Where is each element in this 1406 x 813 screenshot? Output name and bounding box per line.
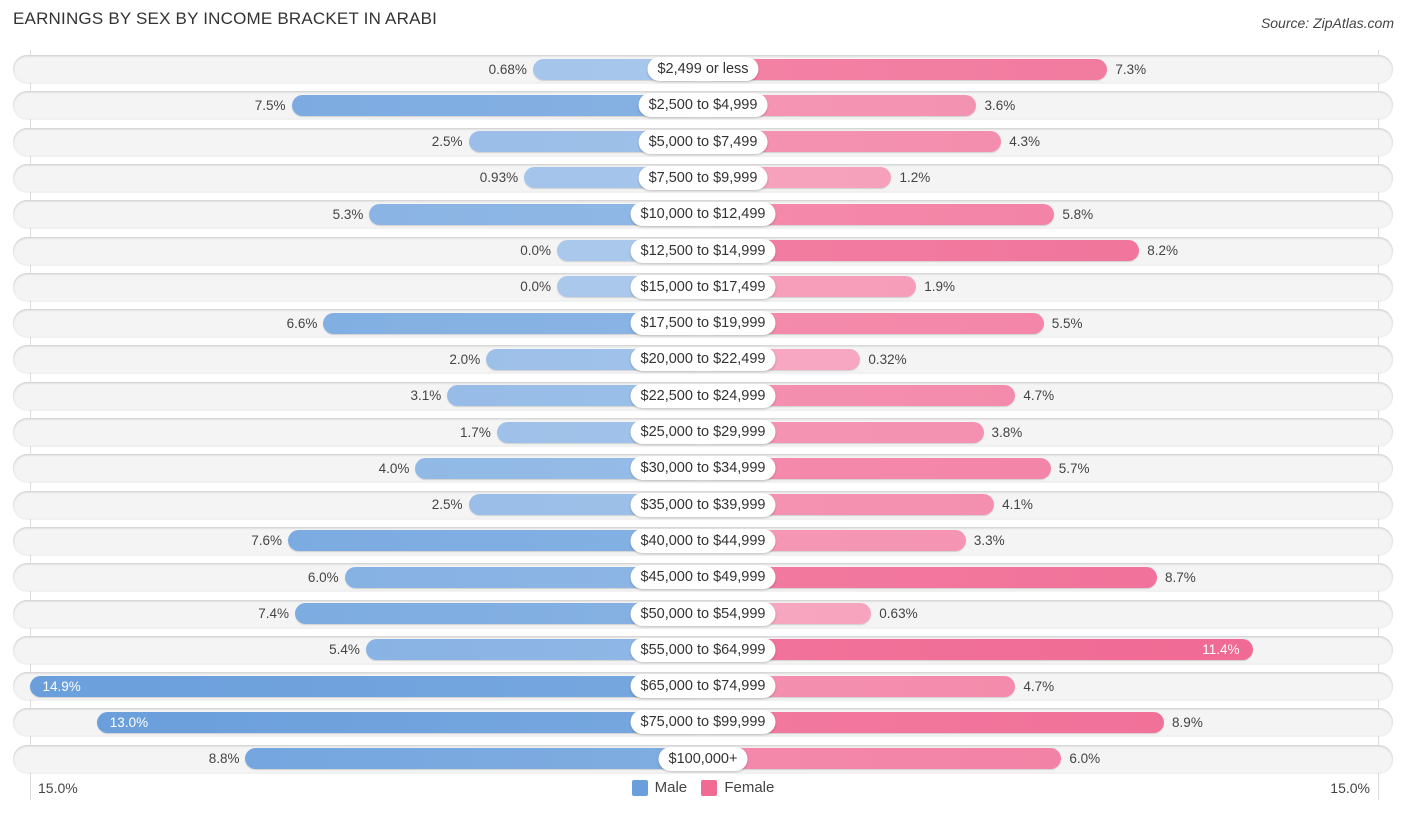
female-bar[interactable]	[703, 312, 1044, 334]
male-bar[interactable]	[287, 530, 703, 552]
category-label: $30,000 to $34,999	[630, 456, 776, 481]
category-label: $20,000 to $22,499	[630, 347, 776, 372]
male-bar[interactable]	[245, 748, 703, 770]
male-value-label: 0.0%	[520, 279, 551, 295]
male-bar[interactable]	[344, 566, 703, 588]
male-value-label: 2.5%	[431, 497, 463, 513]
legend: Male Female	[0, 779, 1406, 800]
male-bar[interactable]	[323, 312, 703, 334]
female-value-label: 4.7%	[1023, 678, 1055, 694]
female-bar[interactable]	[703, 58, 1108, 80]
male-value-label: 0.93%	[479, 170, 519, 186]
category-label: $17,500 to $19,999	[630, 311, 776, 336]
male-value-label: 0.68%	[488, 61, 527, 77]
female-value-label: 5.8%	[1062, 206, 1094, 222]
male-value-label: 7.5%	[254, 97, 286, 113]
category-label: $75,000 to $99,999	[630, 710, 776, 735]
female-value-label: 4.1%	[1002, 497, 1033, 513]
female-bar[interactable]	[703, 675, 1016, 697]
female-value-label: 1.9%	[924, 279, 956, 295]
male-value-label: 5.3%	[332, 206, 364, 222]
female-value-label: 3.3%	[973, 533, 1005, 549]
female-value-label: 8.7%	[1164, 569, 1196, 585]
male-value-label: 8.8%	[208, 751, 240, 767]
male-bar[interactable]	[295, 603, 703, 624]
male-bar[interactable]	[369, 203, 703, 225]
female-bar[interactable]	[703, 457, 1051, 479]
female-bar[interactable]	[703, 131, 1002, 153]
female-swatch	[701, 779, 718, 796]
female-value-label: 0.32%	[868, 351, 907, 367]
female-bar[interactable]	[703, 566, 1157, 588]
male-value-label: 13.0%	[109, 714, 149, 730]
category-label: $12,500 to $14,999	[630, 238, 776, 263]
category-label: $2,500 to $4,999	[638, 93, 768, 118]
male-value-label: 14.9%	[42, 678, 81, 694]
male-value-label: 7.4%	[258, 606, 290, 621]
female-value-label: 3.6%	[984, 97, 1016, 113]
right-tick-label: 15.0%	[1330, 780, 1370, 796]
male-value-label: 2.5%	[431, 134, 463, 150]
male-value-label: 4.0%	[378, 460, 410, 476]
female-bar[interactable]	[703, 203, 1055, 225]
female-bar[interactable]	[703, 494, 995, 516]
female-value-label: 3.8%	[991, 424, 1023, 440]
female-value-label: 11.4%	[1202, 642, 1240, 658]
female-value-label: 7.3%	[1115, 61, 1147, 77]
category-label: $55,000 to $64,999	[630, 637, 776, 662]
category-label: $50,000 to $54,999	[630, 601, 776, 626]
male-swatch	[631, 779, 648, 796]
chart-title: EARNINGS BY SEX BY INCOME BRACKET IN ARA…	[13, 9, 438, 28]
source-label: Source: ZipAtlas.com	[1260, 15, 1394, 31]
category-label: $100,000+	[658, 746, 748, 771]
male-value-label: 1.7%	[460, 424, 491, 440]
male-value-label: 6.0%	[307, 569, 339, 585]
female-bar[interactable]	[703, 240, 1140, 261]
male-value-label: 2.0%	[449, 351, 481, 367]
male-value-label: 5.4%	[329, 642, 360, 658]
female-bar[interactable]	[703, 385, 1016, 407]
female-value-label: 1.2%	[899, 170, 931, 186]
legend-item-male[interactable]: Male	[631, 779, 688, 796]
category-label: $35,000 to $39,999	[630, 492, 776, 517]
male-value-label: 7.6%	[251, 533, 282, 549]
female-value-label: 5.5%	[1051, 315, 1083, 331]
female-value-label: 4.3%	[1009, 134, 1040, 150]
female-value-label: 5.7%	[1058, 460, 1090, 476]
male-value-label: 6.6%	[286, 315, 318, 331]
female-bar[interactable]	[703, 748, 1062, 770]
category-label: $2,499 or less	[647, 57, 759, 81]
female-value-label: 8.9%	[1172, 714, 1203, 730]
legend-item-female[interactable]: Female	[701, 779, 774, 796]
female-bar[interactable]	[703, 711, 1165, 733]
category-label: $45,000 to $49,999	[630, 565, 776, 590]
male-value-label: 0.0%	[520, 243, 551, 258]
category-label: $65,000 to $74,999	[630, 674, 776, 699]
male-bar[interactable]	[365, 639, 703, 661]
male-bar[interactable]	[96, 711, 703, 733]
male-value-label: 3.1%	[410, 388, 442, 404]
category-label: $40,000 to $44,999	[630, 528, 776, 553]
male-bar[interactable]	[29, 675, 703, 697]
female-value-label: 8.2%	[1147, 243, 1179, 258]
female-bar[interactable]	[703, 94, 977, 116]
category-label: $7,500 to $9,999	[638, 165, 768, 190]
female-bar[interactable]	[703, 639, 1253, 661]
category-label: $15,000 to $17,499	[630, 274, 776, 299]
male-bar[interactable]	[291, 94, 703, 116]
category-label: $22,500 to $24,999	[630, 383, 776, 408]
legend-label-female: Female	[724, 779, 775, 796]
female-value-label: 4.7%	[1023, 388, 1055, 404]
left-tick-label: 15.0%	[38, 780, 78, 796]
category-label: $25,000 to $29,999	[630, 420, 776, 444]
female-value-label: 6.0%	[1069, 751, 1101, 767]
female-value-label: 0.63%	[879, 606, 918, 621]
legend-label-male: Male	[654, 779, 688, 796]
category-label: $10,000 to $12,499	[630, 202, 776, 227]
category-label: $5,000 to $7,499	[638, 129, 768, 154]
